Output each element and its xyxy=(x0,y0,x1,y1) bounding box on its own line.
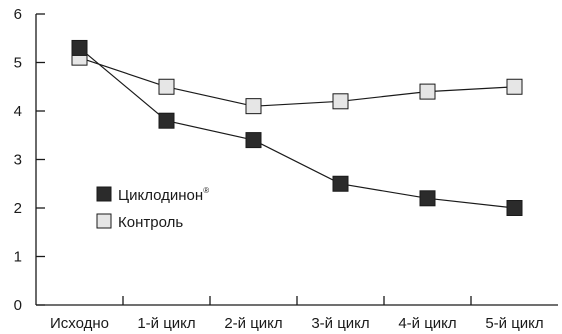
legend: Циклодинон® Контроль xyxy=(96,186,209,231)
y-tick-label: 5 xyxy=(14,55,22,72)
series-line-cyclodinone xyxy=(79,47,515,209)
legend-swatch-control xyxy=(96,213,112,229)
x-axis-ticks: Исходно 1-й цикл 2-й цикл 3-й цикл 4-й цикл 5… xyxy=(50,296,544,332)
legend-item-control: Контроль xyxy=(96,213,183,231)
data-point-cyclodinone xyxy=(419,190,436,207)
data-point-cyclodinone xyxy=(506,200,523,216)
y-tick-label: 6 xyxy=(14,6,22,23)
data-point-control xyxy=(419,83,436,100)
registered-mark: ® xyxy=(203,186,209,195)
data-point-cyclodinone xyxy=(245,132,262,149)
legend-item-cyclodinone: Циклодинон® xyxy=(96,186,209,204)
x-tick-label: 5-й цикл xyxy=(485,315,543,332)
y-tick-label: 2 xyxy=(14,200,22,217)
data-point-control xyxy=(158,78,175,95)
axes xyxy=(35,14,558,306)
data-point-cyclodinone xyxy=(332,175,349,192)
series-markers xyxy=(71,39,523,216)
x-tick-label: 3-й цикл xyxy=(311,315,369,332)
x-tick-label: Исходно xyxy=(50,315,109,332)
data-point-control xyxy=(506,78,523,95)
legend-label-cyclodinone: Циклодинон® xyxy=(118,186,209,204)
data-point-cyclodinone xyxy=(158,112,175,129)
y-tick-label: 0 xyxy=(14,297,22,314)
y-tick-label: 1 xyxy=(14,249,22,266)
series-lines xyxy=(79,47,515,209)
x-tick-label: 2-й цикл xyxy=(224,315,282,332)
x-tick-label: 4-й цикл xyxy=(398,315,456,332)
data-point-control xyxy=(245,98,262,115)
y-tick-label: 4 xyxy=(14,103,22,120)
series-line-control xyxy=(79,57,515,107)
data-point-control xyxy=(332,93,349,110)
data-point-cyclodinone xyxy=(71,39,88,56)
legend-label-control: Контроль xyxy=(118,214,183,231)
y-axis-ticks: 0 1 2 3 4 5 6 xyxy=(14,6,45,314)
y-tick-label: 3 xyxy=(14,152,22,169)
legend-swatch-cyclodinone xyxy=(96,186,112,202)
x-tick-label: 1-й цикл xyxy=(137,315,195,332)
